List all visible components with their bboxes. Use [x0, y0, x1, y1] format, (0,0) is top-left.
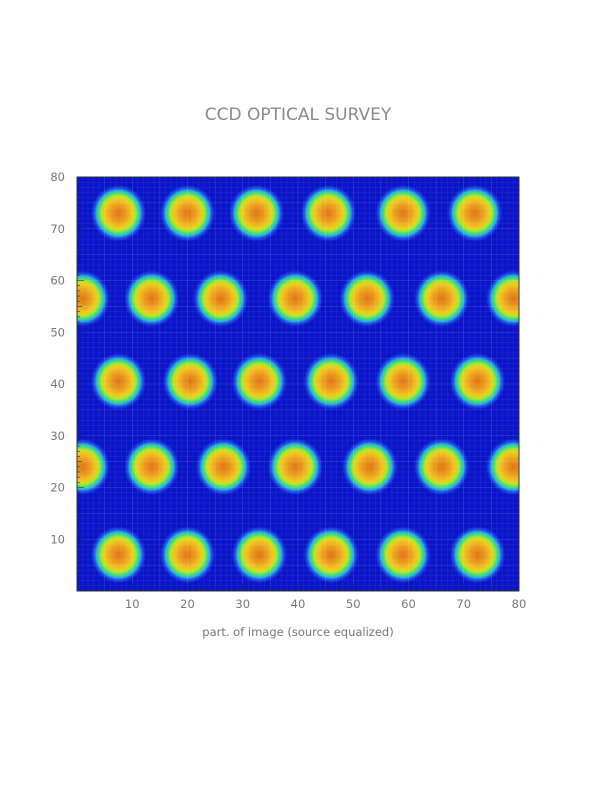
heatmap-spot: [124, 438, 180, 496]
y-tick-label: 60: [50, 274, 65, 288]
y-tick-label: 30: [50, 429, 65, 443]
heatmap-spot: [342, 438, 398, 496]
heatmap-spot: [450, 353, 506, 410]
heatmap-spot: [375, 184, 431, 242]
heatmap-spot: [303, 353, 359, 410]
heatmap-spot: [195, 438, 251, 496]
x-tick-label: 20: [180, 597, 195, 611]
heatmap-spot: [447, 184, 503, 242]
heatmap-spot: [303, 526, 359, 584]
x-tick-label: 70: [456, 597, 471, 611]
heatmap-spot: [449, 526, 506, 584]
axis-ticks: [76, 176, 520, 592]
heatmap-spot: [90, 526, 146, 584]
heatmap-spot: [193, 270, 249, 327]
heatmap-spot: [339, 270, 395, 327]
heatmap-spot: [231, 526, 287, 584]
y-tick-label: 10: [50, 532, 65, 546]
heatmap-spot: [160, 184, 215, 242]
y-tick-label: 50: [50, 325, 65, 339]
x-tick-label: 10: [125, 597, 140, 611]
heatmap-spot: [267, 438, 323, 496]
x-tick-label: 80: [512, 597, 527, 611]
heatmap-spot: [160, 526, 215, 584]
heatmap-spot: [91, 353, 146, 410]
heatmap-spot: [300, 184, 356, 242]
x-tick-label: 50: [346, 597, 361, 611]
y-tick-label: 70: [50, 222, 65, 236]
x-tick-label: 40: [291, 597, 306, 611]
x-tick-label: 30: [235, 597, 250, 611]
heatmap-spot: [77, 270, 110, 327]
y-tick-labels: 10 20 30 40 50 60 70 80: [50, 170, 65, 546]
grid-lines: [77, 177, 519, 591]
y-tick-label: 40: [50, 377, 65, 391]
x-axis-label: part. of image (source equalized): [202, 625, 393, 639]
heatmap-spot: [77, 438, 110, 495]
heatmap-spot: [91, 184, 146, 242]
heatmap-spot: [414, 438, 470, 496]
heatmap-spot: [486, 270, 519, 327]
heatmap-spot: [375, 526, 431, 584]
heatmap-spot: [124, 270, 179, 327]
x-tick-labels: 10 20 30 40 50 60 70 80: [125, 597, 526, 611]
chart-title: CCD OPTICAL SURVEY: [205, 105, 392, 125]
heatmap-spot: [162, 353, 218, 410]
y-tick-label: 80: [50, 170, 65, 184]
heatmap-spots: [77, 184, 519, 584]
heatmap-spot: [414, 270, 470, 327]
plot-background: [77, 177, 519, 591]
heatmap-spot: [231, 353, 287, 410]
x-tick-label: 60: [401, 597, 416, 611]
heatmap-spot: [375, 353, 431, 410]
y-tick-label: 20: [50, 481, 65, 495]
heatmap-spot: [267, 270, 323, 327]
heatmap-spot: [485, 438, 519, 496]
heatmap-spot: [229, 184, 284, 242]
